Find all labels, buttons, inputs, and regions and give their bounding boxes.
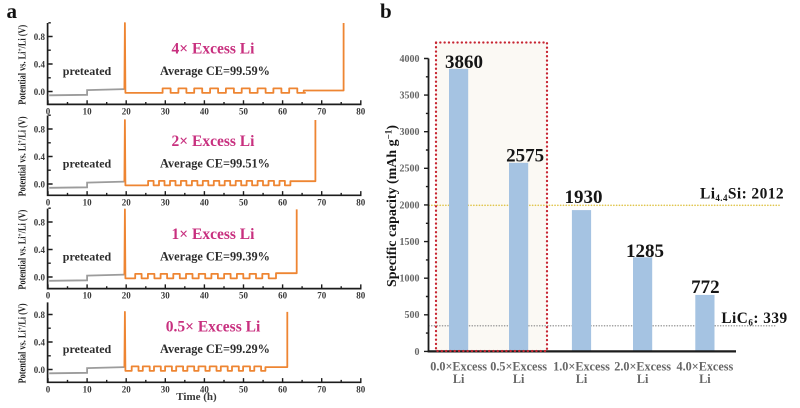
svg-text:20: 20 <box>122 106 132 116</box>
svg-text:0.8: 0.8 <box>34 32 46 42</box>
svg-text:Potential vs. Li+/Li (V): Potential vs. Li+/Li (V) <box>16 303 29 383</box>
svg-text:10: 10 <box>83 197 93 207</box>
svg-text:0: 0 <box>46 106 51 116</box>
svg-text:50: 50 <box>239 384 249 394</box>
svg-text:a: a <box>7 0 18 23</box>
svg-text:0.4: 0.4 <box>34 245 46 255</box>
svg-text:70: 70 <box>317 197 327 207</box>
svg-text:3860: 3860 <box>445 52 483 73</box>
svg-text:2500: 2500 <box>400 164 420 175</box>
svg-text:Li: Li <box>699 372 711 386</box>
svg-text:0: 0 <box>46 384 51 394</box>
svg-text:Specific capacity (mAh g−1): Specific capacity (mAh g−1) <box>384 125 401 287</box>
svg-text:0: 0 <box>415 347 420 358</box>
svg-text:70: 70 <box>317 106 327 116</box>
svg-text:0: 0 <box>46 291 51 301</box>
svg-text:Li4.4Si: 2012: Li4.4Si: 2012 <box>700 186 784 204</box>
svg-text:preteated: preteated <box>63 64 112 78</box>
svg-text:0.5× Excess Li: 0.5× Excess Li <box>166 319 261 336</box>
svg-text:0.0×Excess: 0.0×Excess <box>430 359 487 373</box>
svg-text:50: 50 <box>239 197 249 207</box>
svg-text:1.0×Excess: 1.0×Excess <box>553 359 610 373</box>
svg-text:4× Excess Li: 4× Excess Li <box>172 41 256 58</box>
svg-text:80: 80 <box>356 106 366 116</box>
svg-text:70: 70 <box>317 384 327 394</box>
svg-text:2575: 2575 <box>506 145 544 166</box>
svg-text:772: 772 <box>691 277 720 298</box>
svg-text:0.4: 0.4 <box>34 59 46 69</box>
svg-text:0.0: 0.0 <box>34 365 46 375</box>
svg-text:0.4: 0.4 <box>34 337 46 347</box>
svg-text:40: 40 <box>200 291 210 301</box>
svg-text:10: 10 <box>83 106 93 116</box>
svg-text:10: 10 <box>83 384 93 394</box>
svg-text:20: 20 <box>122 291 132 301</box>
svg-text:1500: 1500 <box>400 237 420 248</box>
svg-text:80: 80 <box>356 291 366 301</box>
svg-text:4000: 4000 <box>400 54 420 65</box>
svg-text:Li: Li <box>576 372 588 386</box>
svg-text:Li: Li <box>453 372 465 386</box>
svg-text:60: 60 <box>278 291 288 301</box>
svg-text:0.0: 0.0 <box>34 87 46 97</box>
svg-text:1285: 1285 <box>626 241 664 262</box>
svg-text:50: 50 <box>239 291 249 301</box>
svg-text:1× Excess Li: 1× Excess Li <box>172 226 256 243</box>
svg-text:20: 20 <box>122 197 132 207</box>
svg-text:Average CE=99.59%: Average CE=99.59% <box>160 64 270 78</box>
svg-text:0.5×Excess: 0.5×Excess <box>490 359 547 373</box>
svg-text:Potential vs. Li+/Li (V): Potential vs. Li+/Li (V) <box>16 209 29 289</box>
svg-text:1000: 1000 <box>400 274 420 285</box>
svg-text:80: 80 <box>356 197 366 207</box>
svg-text:0.8: 0.8 <box>34 310 46 320</box>
svg-text:40: 40 <box>200 197 210 207</box>
svg-text:0.0: 0.0 <box>34 179 46 189</box>
svg-text:30: 30 <box>161 106 171 116</box>
svg-text:0.4: 0.4 <box>34 152 46 162</box>
svg-text:3500: 3500 <box>400 91 420 102</box>
svg-text:LiC6: 339: LiC6: 339 <box>721 310 787 328</box>
svg-text:0.0: 0.0 <box>34 272 46 282</box>
svg-text:Average CE=99.51%: Average CE=99.51% <box>160 156 270 170</box>
svg-text:2000: 2000 <box>400 200 420 211</box>
svg-text:30: 30 <box>161 197 171 207</box>
svg-text:preteated: preteated <box>63 342 112 356</box>
svg-text:40: 40 <box>200 106 210 116</box>
svg-text:70: 70 <box>317 291 327 301</box>
svg-text:1930: 1930 <box>565 187 603 208</box>
svg-text:10: 10 <box>83 291 93 301</box>
svg-text:30: 30 <box>161 384 171 394</box>
svg-text:Potential vs. Li+/Li (V): Potential vs. Li+/Li (V) <box>16 24 29 104</box>
svg-text:40: 40 <box>200 384 210 394</box>
svg-text:preteated: preteated <box>63 156 112 170</box>
svg-text:0.8: 0.8 <box>34 217 46 227</box>
svg-text:30: 30 <box>161 291 171 301</box>
svg-text:b: b <box>380 0 392 23</box>
svg-text:Time (h): Time (h) <box>176 391 217 403</box>
svg-text:2.0×Excess: 2.0×Excess <box>614 359 671 373</box>
svg-text:Average CE=99.29%: Average CE=99.29% <box>160 342 270 356</box>
svg-text:60: 60 <box>278 384 288 394</box>
svg-text:0.8: 0.8 <box>34 124 46 134</box>
svg-text:Li: Li <box>637 372 649 386</box>
svg-text:4.0×Excess: 4.0×Excess <box>677 359 734 373</box>
svg-text:80: 80 <box>356 384 366 394</box>
svg-text:60: 60 <box>278 106 288 116</box>
svg-text:0: 0 <box>46 197 51 207</box>
svg-text:3000: 3000 <box>400 127 420 138</box>
svg-text:Average CE=99.39%: Average CE=99.39% <box>160 249 270 263</box>
svg-text:20: 20 <box>122 384 132 394</box>
svg-text:2× Excess Li: 2× Excess Li <box>172 133 256 150</box>
svg-text:500: 500 <box>405 310 420 321</box>
svg-text:60: 60 <box>278 197 288 207</box>
svg-text:preteated: preteated <box>63 249 112 263</box>
svg-text:Potential vs. Li+/Li (V): Potential vs. Li+/Li (V) <box>16 116 29 196</box>
svg-text:Li: Li <box>513 372 525 386</box>
svg-text:50: 50 <box>239 106 249 116</box>
